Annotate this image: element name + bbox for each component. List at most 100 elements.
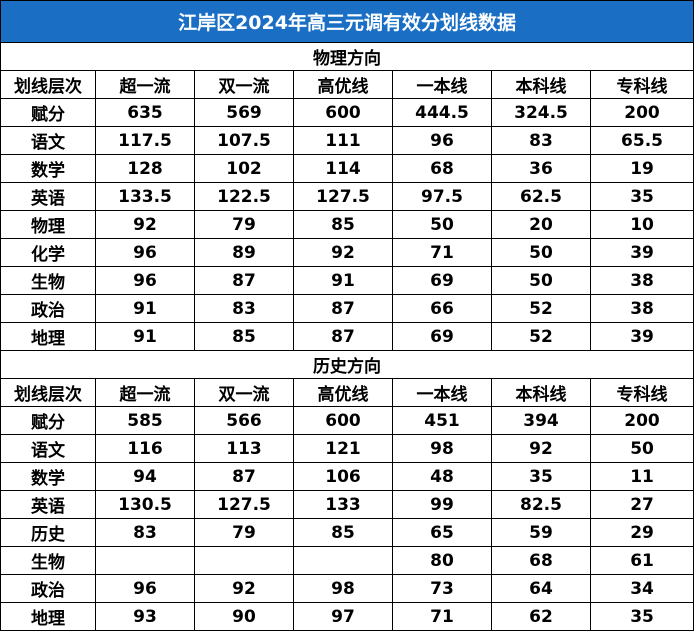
score-cell: 394 <box>491 406 591 435</box>
score-cell: 20 <box>491 210 591 239</box>
score-cell: 11 <box>589 462 694 491</box>
score-cell: 600 <box>293 406 393 435</box>
score-cell: 93 <box>95 602 195 631</box>
table-row: 语文 116 113 121 98 92 50 <box>0 434 694 463</box>
score-cell: 82.5 <box>491 490 591 519</box>
score-cell: 96 <box>392 126 492 155</box>
score-cell: 106 <box>293 462 393 491</box>
score-cell: 71 <box>392 602 492 631</box>
score-cell: 83 <box>95 518 195 547</box>
score-cell: 38 <box>589 266 694 295</box>
score-cell: 69 <box>392 322 492 351</box>
column-header: 划线层次 <box>0 378 96 407</box>
score-cell: 91 <box>293 266 393 295</box>
column-header: 专科线 <box>589 378 694 407</box>
score-cell: 62 <box>491 602 591 631</box>
score-cell: 122.5 <box>194 182 294 211</box>
score-cell: 444.5 <box>392 98 492 127</box>
score-cell: 585 <box>95 406 195 435</box>
score-cell: 80 <box>392 546 492 575</box>
score-cell: 133 <box>293 490 393 519</box>
subject-cell: 地理 <box>0 602 96 631</box>
score-cell: 116 <box>95 434 195 463</box>
score-cell: 87 <box>194 462 294 491</box>
column-header-row: 划线层次 超一流 双一流 高优线 一本线 本科线 专科线 <box>0 70 694 99</box>
score-cell: 89 <box>194 238 294 267</box>
subject-cell: 英语 <box>0 490 96 519</box>
subject-cell: 政治 <box>0 574 96 603</box>
section-title: 物理方向 <box>0 42 694 71</box>
title-row: 江岸区2024年高三元调有效分划线数据 <box>0 0 694 43</box>
subject-cell: 语文 <box>0 434 96 463</box>
score-cell: 566 <box>194 406 294 435</box>
column-header: 高优线 <box>293 70 393 99</box>
score-cell: 96 <box>95 238 195 267</box>
score-cell: 111 <box>293 126 393 155</box>
table-row: 政治 91 83 87 66 52 38 <box>0 294 694 323</box>
score-cell <box>95 546 195 575</box>
score-cell: 64 <box>491 574 591 603</box>
score-cell: 85 <box>194 322 294 351</box>
score-cell: 73 <box>392 574 492 603</box>
score-cell: 66 <box>392 294 492 323</box>
column-header: 双一流 <box>194 378 294 407</box>
score-cell: 50 <box>589 434 694 463</box>
table-row: 历史 83 79 85 65 59 29 <box>0 518 694 547</box>
table-row: 地理 91 85 87 69 52 39 <box>0 322 694 351</box>
score-cell: 133.5 <box>95 182 195 211</box>
score-cell: 61 <box>589 546 694 575</box>
score-cell: 50 <box>491 238 591 267</box>
score-cell: 27 <box>589 490 694 519</box>
score-cell: 324.5 <box>491 98 591 127</box>
score-cell: 600 <box>293 98 393 127</box>
column-header: 一本线 <box>392 378 492 407</box>
score-cell: 91 <box>95 294 195 323</box>
column-header: 超一流 <box>95 70 195 99</box>
subject-cell: 英语 <box>0 182 96 211</box>
score-cell: 35 <box>491 462 591 491</box>
table-row: 英语 130.5 127.5 133 99 82.5 27 <box>0 490 694 519</box>
score-cell: 39 <box>589 322 694 351</box>
score-cell: 128 <box>95 154 195 183</box>
table-title: 江岸区2024年高三元调有效分划线数据 <box>0 0 694 43</box>
score-cell: 117.5 <box>95 126 195 155</box>
subject-cell: 语文 <box>0 126 96 155</box>
score-cell: 94 <box>95 462 195 491</box>
subject-cell: 数学 <box>0 462 96 491</box>
score-cell: 19 <box>589 154 694 183</box>
table-row: 语文 117.5 107.5 111 96 83 65.5 <box>0 126 694 155</box>
subject-cell: 赋分 <box>0 406 96 435</box>
score-cell: 130.5 <box>95 490 195 519</box>
score-cell: 200 <box>589 406 694 435</box>
score-cell: 65 <box>392 518 492 547</box>
score-cell: 34 <box>589 574 694 603</box>
score-cell: 59 <box>491 518 591 547</box>
score-cell: 38 <box>589 294 694 323</box>
score-cell: 635 <box>95 98 195 127</box>
score-cell: 97 <box>293 602 393 631</box>
table-row: 数学 94 87 106 48 35 11 <box>0 462 694 491</box>
score-cell: 87 <box>194 266 294 295</box>
score-cell: 79 <box>194 210 294 239</box>
score-cell: 98 <box>293 574 393 603</box>
table-row: 赋分 635 569 600 444.5 324.5 200 <box>0 98 694 127</box>
score-cell: 10 <box>589 210 694 239</box>
score-cell: 35 <box>589 182 694 211</box>
score-cell: 52 <box>491 322 591 351</box>
score-cell: 107.5 <box>194 126 294 155</box>
score-cell: 79 <box>194 518 294 547</box>
score-cell: 98 <box>392 434 492 463</box>
score-cell <box>293 546 393 575</box>
score-cell: 569 <box>194 98 294 127</box>
subject-cell: 生物 <box>0 546 96 575</box>
table-row: 物理 92 79 85 50 20 10 <box>0 210 694 239</box>
column-header: 专科线 <box>589 70 694 99</box>
table-row: 地理 93 90 97 71 62 35 <box>0 602 694 631</box>
score-cell: 451 <box>392 406 492 435</box>
score-cell: 35 <box>589 602 694 631</box>
subject-cell: 赋分 <box>0 98 96 127</box>
score-cell: 127.5 <box>293 182 393 211</box>
section-title: 历史方向 <box>0 350 694 379</box>
score-cell: 62.5 <box>491 182 591 211</box>
